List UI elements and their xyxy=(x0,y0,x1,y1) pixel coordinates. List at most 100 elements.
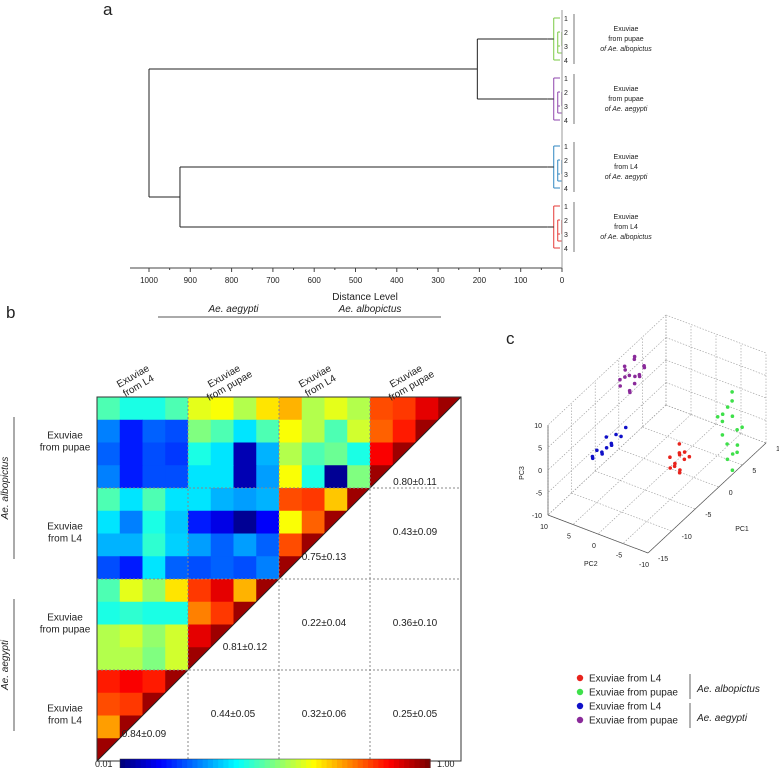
pca-point xyxy=(623,368,627,372)
dendrogram-group-labels: 1 2 3 4 Exuviae from pupae of Ae. albopictus 1 2… xyxy=(564,14,652,253)
x-tick-label: 600 xyxy=(308,276,322,285)
leaf-number: 2 xyxy=(564,30,568,37)
x-tick-label: 1000 xyxy=(140,276,158,285)
heatmap-cell xyxy=(142,442,166,466)
top-species-label: Ae. aegypti xyxy=(207,304,259,315)
heatmap-cell xyxy=(142,510,166,534)
pca-point xyxy=(725,405,730,409)
leaf-number: 2 xyxy=(564,218,568,225)
pca-point xyxy=(618,384,622,388)
row-label-line: Exuviae xyxy=(47,522,83,533)
heatmap-cell xyxy=(188,419,212,443)
leaf-number: 1 xyxy=(564,204,568,211)
colorbar-segment xyxy=(409,759,416,768)
heatmap-cell xyxy=(97,692,121,716)
group-label-line: of Ae. aegypti xyxy=(605,174,648,181)
x-tick-label: 300 xyxy=(431,276,445,285)
pca-point xyxy=(627,388,632,393)
pca-point xyxy=(725,442,729,446)
leaf-number: 4 xyxy=(564,118,568,125)
colorbar-segment xyxy=(383,759,390,768)
legend-label: Exuviae from pupae xyxy=(589,688,678,699)
leaf-number: 1 xyxy=(564,76,568,83)
heatmap-cell xyxy=(165,647,189,671)
heatmap-cell xyxy=(119,647,143,671)
x-tick-label: 100 xyxy=(514,276,528,285)
heatmap-cell xyxy=(165,533,189,557)
pca-point xyxy=(632,357,637,362)
heatmap-cell xyxy=(347,419,371,443)
colorbar-segment xyxy=(393,759,400,768)
heatmap-cell xyxy=(370,442,394,466)
colorbar-segment xyxy=(280,759,286,768)
heatmap-cell xyxy=(188,579,212,603)
heatmap-value-label: 0.75±0.13 xyxy=(302,552,347,563)
pc1-tick-label: -15 xyxy=(658,556,668,563)
colorbar-segment xyxy=(300,759,307,768)
heatmap-cell xyxy=(97,533,121,557)
colorbar-segment xyxy=(337,759,343,768)
colorbar-segment xyxy=(275,759,281,768)
pca-point xyxy=(604,435,609,439)
heatmap-cell xyxy=(301,419,325,443)
heatmap-cell xyxy=(210,579,234,603)
colorbar-segment xyxy=(254,759,261,768)
pca-point xyxy=(735,428,739,432)
heatmap-cell xyxy=(142,465,166,489)
heatmap-cell xyxy=(142,601,166,625)
leaf-number: 2 xyxy=(564,158,568,165)
group-label-line: Exuviae xyxy=(614,26,639,33)
pc3-tick-label: 0 xyxy=(538,468,542,475)
colorbar-segment xyxy=(249,759,255,768)
colorbar-segment xyxy=(373,759,379,768)
pc3-tick-label: 10 xyxy=(534,423,542,430)
pca-point xyxy=(632,381,637,386)
legend-label: Exuviae from pupae xyxy=(589,716,678,727)
colorbar-segment xyxy=(192,759,199,768)
heatmap-cell xyxy=(165,601,189,625)
group-label-line: of Ae. aegypti xyxy=(605,106,648,113)
pc3-axis-label: PC3 xyxy=(519,466,526,480)
colorbar-segment xyxy=(244,759,250,768)
pca-point xyxy=(673,461,677,466)
colorbar-segment xyxy=(311,759,317,768)
heatmap-cell xyxy=(97,624,121,648)
row-label-line: from pupae xyxy=(40,625,91,636)
wall-grid-line xyxy=(547,337,667,448)
colorbar-segment xyxy=(166,759,173,768)
colorbar-segment xyxy=(321,759,328,768)
heatmap-cell xyxy=(256,419,280,443)
colorbar-segment xyxy=(414,759,421,768)
colorbar-max-label: 1.00 xyxy=(437,759,455,768)
colorbar-segment xyxy=(228,759,235,768)
colorbar-segment xyxy=(151,759,157,768)
heatmap-cell xyxy=(279,510,303,534)
pca-3d-grid xyxy=(547,314,767,554)
heatmap-cell xyxy=(233,533,257,557)
x-tick-label: 200 xyxy=(473,276,487,285)
pca-point xyxy=(668,455,672,460)
colorbar-segment xyxy=(176,759,183,768)
group-label-line: from pupae xyxy=(608,36,644,43)
pca-point xyxy=(642,365,647,370)
leaf-number: 1 xyxy=(564,16,568,23)
heatmap-cell xyxy=(233,397,257,421)
heatmap-cell xyxy=(142,670,166,694)
colorbar-segment xyxy=(171,759,178,768)
colorbar-segment xyxy=(161,759,168,768)
leaf-number: 3 xyxy=(564,232,568,239)
heatmap-cell xyxy=(324,442,348,466)
heatmap-cell xyxy=(142,419,166,443)
pca-point xyxy=(725,457,730,462)
heatmap-cell xyxy=(119,556,143,580)
row-label-line: Exuviae xyxy=(47,613,83,624)
colorbar-segment xyxy=(125,759,131,768)
colorbar-segment xyxy=(326,759,333,768)
heatmap-cell xyxy=(324,419,348,443)
pca-point xyxy=(730,414,735,419)
heatmap-cell xyxy=(233,465,257,489)
heatmap-cell xyxy=(119,624,143,648)
pca-point xyxy=(730,399,734,403)
colorbar-segment xyxy=(259,759,266,768)
